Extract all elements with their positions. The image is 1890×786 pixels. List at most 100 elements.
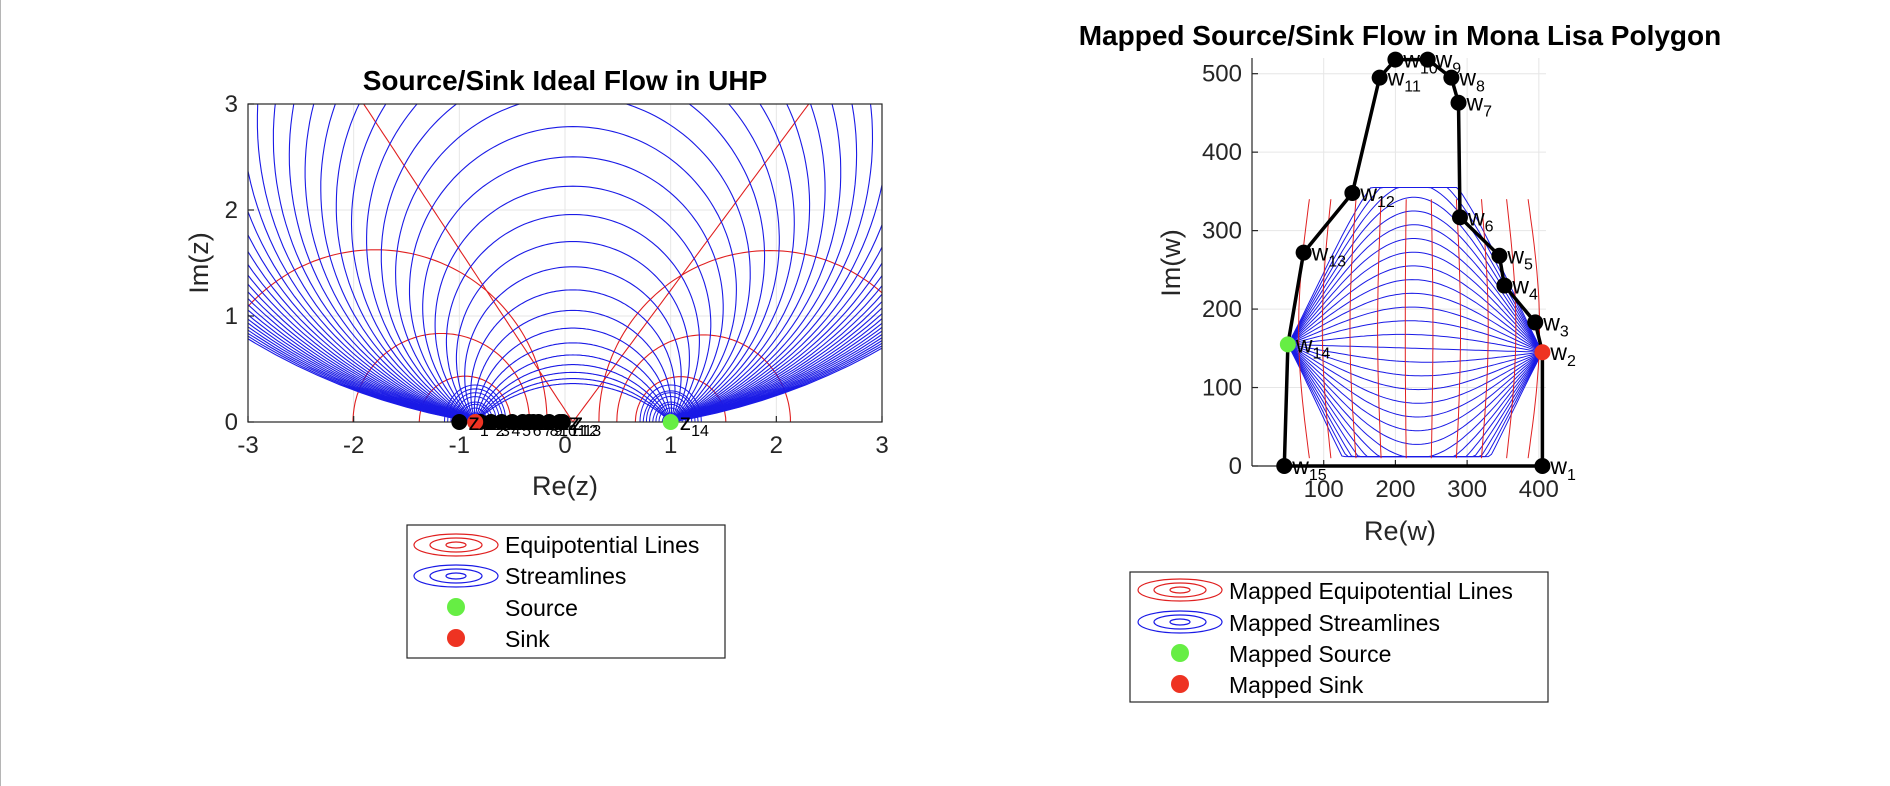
streamline	[422, 156, 724, 422]
prevertex-label: z10	[548, 409, 577, 440]
prevertex-label: z4	[500, 409, 521, 440]
polygon-vertex-marker	[1534, 344, 1551, 361]
streamline	[350, 104, 795, 422]
prevertex-marker	[554, 414, 571, 430]
streamline	[470, 289, 676, 422]
right-legend-box	[1129, 571, 1549, 703]
right-legend: Mapped Equipotential Lines Mapped Stream…	[1129, 571, 1549, 703]
streamline	[304, 104, 842, 422]
streamline	[661, 412, 680, 422]
legend-streamline-label: Streamlines	[505, 563, 626, 589]
streamline	[474, 364, 672, 422]
left-y-tick-label: 2	[225, 197, 238, 224]
left-x-tick-label: -2	[343, 432, 364, 459]
streamline	[474, 378, 672, 422]
streamline	[447, 388, 504, 422]
equipotential-line	[598, 250, 882, 422]
right-y-tick-label: 200	[1202, 296, 1242, 323]
streamline	[652, 401, 690, 422]
polygon-vertex-marker	[1496, 277, 1513, 294]
left-y-tick-label: 0	[225, 409, 238, 436]
streamline	[474, 371, 672, 422]
legend-source-label: Source	[505, 595, 578, 621]
mapped-streamline	[1287, 279, 1543, 353]
window-left-edge	[0, 0, 1, 786]
polygon-vertex-label: w14	[1295, 331, 1331, 362]
mapped-streamline	[1287, 343, 1543, 391]
mapped-streamline	[1287, 344, 1543, 458]
polygon-vertex-marker	[1371, 69, 1388, 86]
polygon-vertex-label: w8	[1458, 65, 1485, 96]
equipotential-line	[248, 249, 548, 422]
legend-mapped-source-marker	[1171, 644, 1189, 662]
polygon-vertex-label: w9	[1435, 47, 1462, 78]
mapped-streamline	[1287, 224, 1543, 353]
mapped-streamline	[1287, 333, 1543, 353]
mapped-streamline	[1287, 187, 1543, 353]
polygon-vertex-label: w1	[1549, 453, 1576, 484]
streamline	[272, 104, 874, 422]
streamline	[639, 384, 702, 422]
polygon-vertex-marker	[1276, 458, 1293, 474]
polygon-vertex-marker	[1527, 314, 1544, 331]
streamline	[450, 392, 500, 422]
right-y-axis-label: Im(w)	[1156, 229, 1186, 296]
mapped-streamline	[1287, 343, 1543, 418]
streamline	[434, 185, 712, 422]
streamline	[655, 403, 686, 422]
polygon-vertex-label: w11	[1387, 65, 1421, 96]
mapped-streamline	[1287, 251, 1543, 353]
polygon-vertex-label: w15	[1291, 453, 1327, 484]
polygon-vertex-label: w3	[1542, 309, 1569, 340]
prevertex-marker	[662, 414, 679, 430]
left-y-axis-label: Im(z)	[184, 232, 214, 293]
polygon-vertex-marker	[1450, 94, 1467, 111]
right-x-axis-label: Re(w)	[1364, 516, 1436, 546]
prevertex-label: z1	[468, 409, 489, 440]
prevertex-label: z14	[680, 409, 709, 440]
prevertex-label: z13	[572, 409, 601, 440]
streamline	[288, 104, 858, 422]
streamline	[256, 104, 882, 422]
right-axes: 100 200 300 400 0 100 200 300 400 500	[1202, 58, 1559, 503]
streamline	[455, 240, 690, 422]
polygon-outline	[1282, 57, 1545, 468]
legend-mapped-source-label: Mapped Source	[1229, 641, 1391, 667]
mapped-streamline	[1287, 187, 1543, 353]
legend-sink-label: Sink	[505, 626, 550, 652]
streamline	[474, 354, 672, 422]
right-y-tick-label: 100	[1202, 375, 1242, 402]
left-x-tick-label: -1	[449, 432, 470, 459]
legend-source-marker	[447, 598, 465, 616]
right-plot-title: Mapped Source/Sink Flow in Mona Lisa Pol…	[1079, 20, 1722, 51]
legend-mapped-equipotential-icon	[1137, 578, 1223, 602]
polygon-vertex-marker	[1419, 51, 1436, 68]
polygon-vertex-marker	[1451, 209, 1468, 226]
right-y-tick-label: 300	[1202, 218, 1242, 245]
legend-mapped-streamline-icon	[1137, 610, 1223, 634]
prevertex-marker	[451, 414, 468, 430]
sink-marker	[467, 414, 484, 430]
prevertex-label: z6	[521, 409, 542, 440]
equipotential-lines	[248, 104, 882, 422]
streamline	[474, 342, 672, 422]
streamline	[453, 396, 497, 422]
right-x-tick-label: 400	[1519, 476, 1559, 503]
polygon-vertex-marker	[1295, 244, 1312, 261]
streamline	[445, 213, 700, 422]
polygon-vertex-marker	[1443, 69, 1460, 86]
uhp-flow-plot: Source/Sink Ideal Flow in UHP -3 -2 -1 0 1 2 3…	[184, 65, 889, 659]
mapped-streamline	[1287, 343, 1543, 404]
right-y-tick-label: 500	[1202, 61, 1242, 88]
right-x-tick-label: 300	[1447, 476, 1487, 503]
streamline	[248, 167, 882, 422]
right-y-tick-label: 400	[1202, 139, 1242, 166]
mapped-equipotential-line	[1430, 199, 1434, 459]
legend-equipotential-label: Equipotential Lines	[505, 532, 699, 558]
streamline	[335, 104, 811, 422]
left-x-tick-label: 1	[664, 432, 677, 459]
mapped-equipotential-line	[1506, 199, 1517, 459]
streamline	[380, 104, 766, 422]
